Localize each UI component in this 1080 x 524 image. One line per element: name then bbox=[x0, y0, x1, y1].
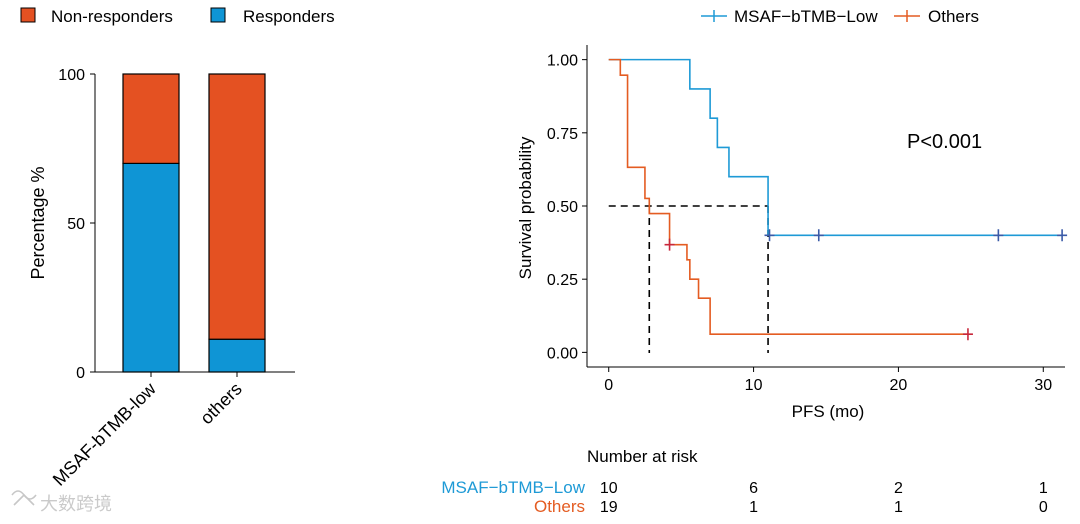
km-curves bbox=[608, 58, 1063, 336]
risk-value: 2 bbox=[894, 480, 903, 497]
km-chart: MSAF−bTMB−Low Others 0.00 0.25 0.50 0.75 1.0… bbox=[516, 7, 1068, 421]
bar-chart: Non-responders Responders 0 50 100 MSAF-bT… bbox=[20, 7, 335, 490]
censor-mark bbox=[962, 328, 973, 341]
legend-swatch-responders bbox=[210, 7, 226, 23]
legend-label-non-responders: Non-responders bbox=[51, 7, 173, 26]
risk-value: 10 bbox=[600, 480, 618, 497]
censor-mark bbox=[813, 229, 824, 242]
risk-value: 0 bbox=[1039, 499, 1048, 516]
km-y-tick-label: 1.00 bbox=[547, 53, 578, 70]
legend-label-msaf: MSAF−bTMB−Low bbox=[734, 7, 878, 26]
watermark: 大数跨境 bbox=[11, 490, 112, 515]
bar-non-responders-msaf bbox=[122, 73, 180, 165]
km-curve-msaf bbox=[608, 58, 1063, 237]
censor-mark bbox=[664, 238, 675, 251]
bar-y-axis-label: Percentage % bbox=[28, 166, 48, 279]
km-y-tick-label: 0.50 bbox=[547, 199, 578, 216]
km-y-tick-label: 0.25 bbox=[547, 272, 578, 289]
km-x-tick-label: 10 bbox=[745, 377, 763, 394]
km-x-tick-label: 30 bbox=[1034, 377, 1052, 394]
risk-value: 1 bbox=[749, 499, 758, 516]
risk-row-label-msaf: MSAF−bTMB−Low bbox=[441, 478, 585, 497]
km-y-axis-label: Survival probability bbox=[516, 136, 535, 279]
km-y-tick-label: 0.00 bbox=[547, 345, 578, 362]
legend-label-responders: Responders bbox=[243, 7, 335, 26]
km-median-lines bbox=[608, 205, 769, 353]
risk-value: 6 bbox=[749, 480, 758, 497]
risk-table: Number at risk MSAF−bTMB−Low Others 10 6 2… bbox=[441, 447, 1047, 516]
bar-y-tick-label: 50 bbox=[67, 216, 85, 233]
km-y-ticks: 0.00 0.25 0.50 0.75 1.00 bbox=[547, 53, 587, 362]
risk-values: 10 6 2 119 1 1 0 bbox=[600, 480, 1048, 516]
km-x-ticks: 0 10 20 30 bbox=[604, 367, 1052, 394]
km-x-axis-label: PFS (mo) bbox=[792, 402, 865, 421]
bar-marks bbox=[122, 73, 266, 373]
bar-x-tick-label: others bbox=[196, 379, 246, 429]
p-value-annotation: P<0.001 bbox=[907, 131, 982, 153]
censor-mark bbox=[1057, 229, 1068, 242]
risk-row-label-others: Others bbox=[534, 497, 585, 516]
km-legend: MSAF−bTMB−Low Others bbox=[701, 7, 979, 26]
legend-label-others: Others bbox=[928, 7, 979, 26]
bar-non-responders-others bbox=[208, 73, 266, 340]
bar-y-tick-label: 100 bbox=[58, 67, 85, 84]
censor-mark bbox=[764, 229, 775, 242]
bar-y-ticks: 0 50 100 bbox=[58, 67, 95, 382]
bar-x-tick-labels: MSAF-bTMB-low others bbox=[49, 372, 246, 490]
km-x-tick-label: 20 bbox=[890, 377, 908, 394]
censor-mark bbox=[993, 229, 1004, 242]
risk-table-title: Number at risk bbox=[587, 447, 698, 466]
km-censor-marks bbox=[664, 229, 1068, 341]
bar-y-tick-label: 0 bbox=[76, 365, 85, 382]
bar-x-tick-label: MSAF-bTMB-low bbox=[49, 378, 161, 490]
legend-swatch-non-responders bbox=[20, 7, 36, 23]
km-x-tick-label: 0 bbox=[604, 377, 613, 394]
km-curve-others bbox=[608, 58, 968, 336]
bar-responders-msaf bbox=[122, 162, 180, 373]
km-y-tick-label: 0.75 bbox=[547, 126, 578, 143]
risk-value: 1 bbox=[1039, 480, 1048, 497]
watermark-text: 大数跨境 bbox=[40, 494, 112, 515]
bar-responders-others bbox=[208, 338, 266, 373]
watermark-logo-icon bbox=[11, 490, 37, 506]
risk-value: 1 bbox=[894, 499, 903, 516]
bar-legend: Non-responders Responders bbox=[20, 7, 335, 26]
risk-value: 19 bbox=[600, 499, 618, 516]
